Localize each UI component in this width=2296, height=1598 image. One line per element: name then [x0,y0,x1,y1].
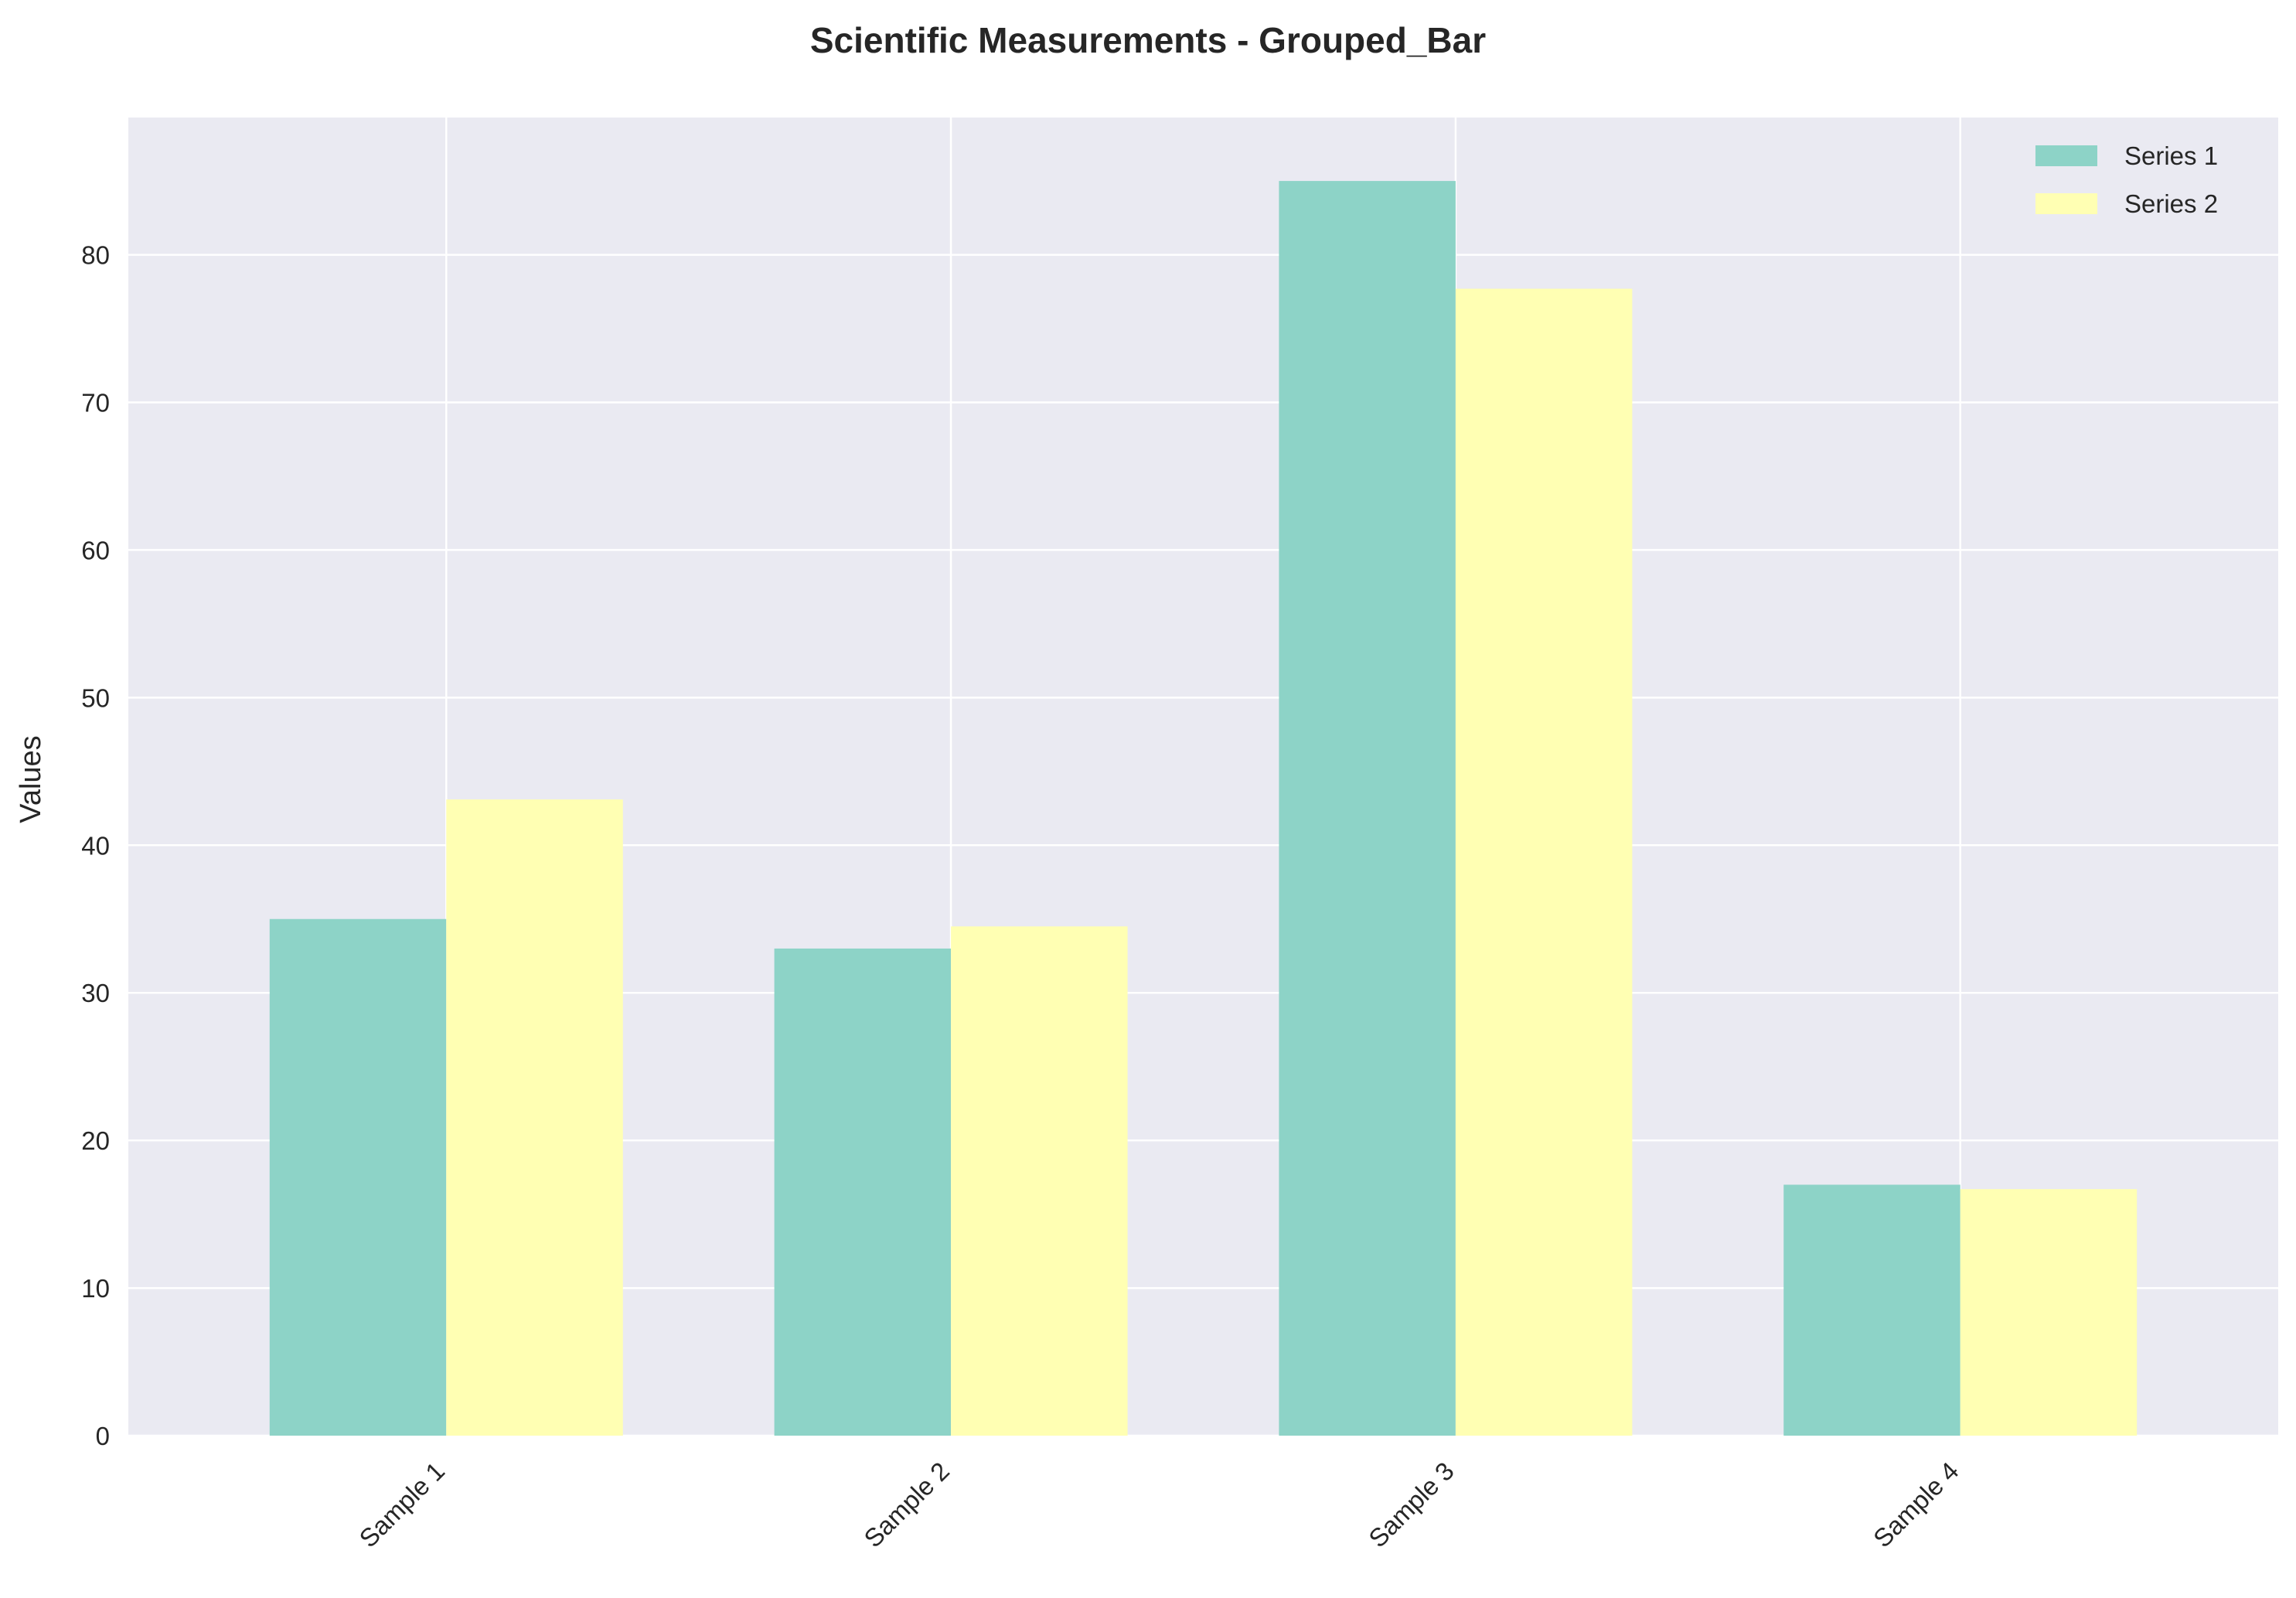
legend-swatch-series-2 [2035,193,2097,214]
bar-series-2-1 [446,799,623,1436]
y-tick-label: 50 [81,683,110,712]
legend-swatch-series-1 [2035,145,2097,166]
y-tick-label: 70 [81,388,110,417]
bar-series-2-3 [1455,288,1633,1436]
bar-series-1-1 [269,918,447,1436]
legend-label-series-1: Series 1 [2124,141,2218,170]
y-tick-label: 30 [81,979,110,1007]
bar-series-1-3 [1279,181,1456,1436]
y-tick-label: 40 [81,831,110,860]
legend: Series 1 Series 2 [2035,141,2218,218]
bar-series-1-2 [774,948,952,1436]
bar-series-2-2 [951,926,1128,1436]
legend-label-series-2: Series 2 [2124,189,2218,218]
y-axis-ticks: 0 10 20 30 40 50 60 70 80 [81,241,110,1450]
y-tick-label: 20 [81,1126,110,1155]
y-tick-label: 0 [96,1422,110,1450]
y-axis-label: Values [15,735,47,823]
y-tick-label: 60 [81,536,110,564]
bar-series-2-4 [1960,1189,2138,1436]
bar-series-1-4 [1783,1184,1960,1436]
y-tick-label: 10 [81,1274,110,1303]
bars [269,181,2138,1436]
chart-title: Scientific Measurements - Grouped_Bar [810,20,1486,60]
y-tick-label: 80 [81,241,110,270]
